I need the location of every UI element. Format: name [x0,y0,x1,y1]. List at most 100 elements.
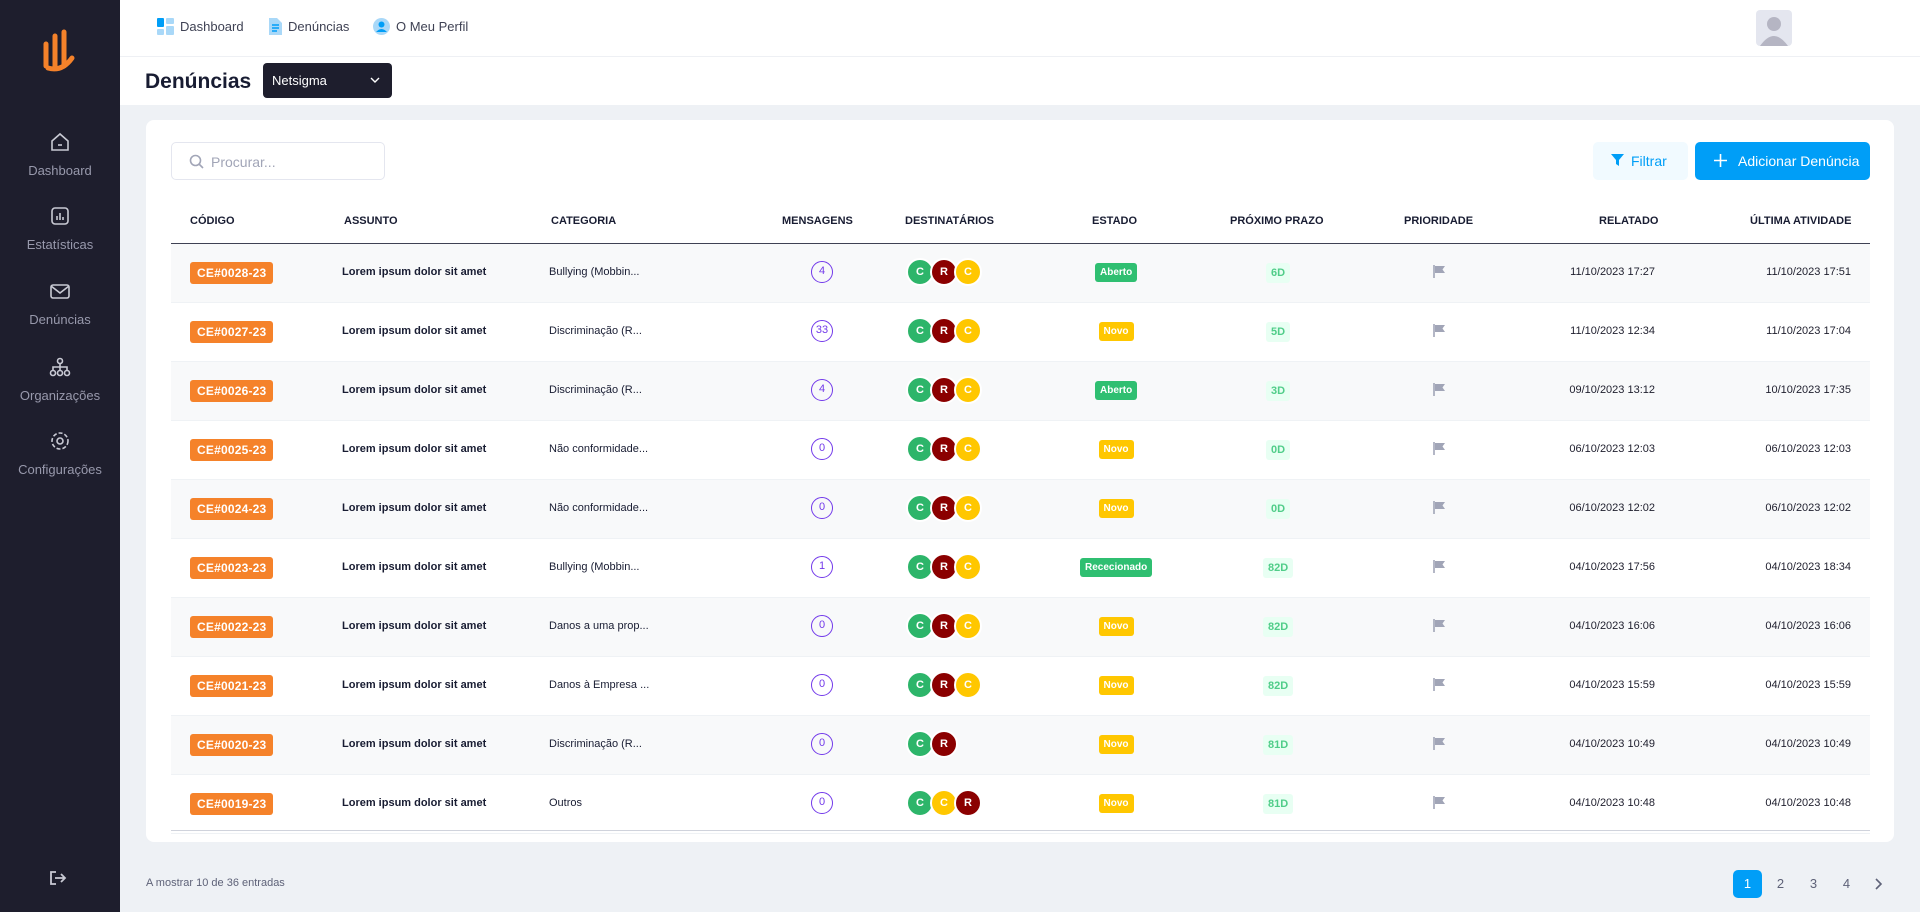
status-badge: Novo [1098,676,1134,695]
sidebar-item-dashboard[interactable]: Dashboard [0,131,120,178]
flag-icon[interactable] [1433,383,1446,401]
recipient-avatar[interactable]: C [954,258,982,286]
flag-icon[interactable] [1433,619,1446,637]
table-bottom-divider [171,830,1870,831]
pagination-page-4[interactable]: 4 [1842,876,1851,891]
recipient-avatar[interactable]: C [954,553,982,581]
report-code-badge[interactable]: CE#0021-23 [190,675,274,697]
table-row[interactable]: CE#0025-23 Lorem ipsum dolor sit amet Não … [171,421,1870,480]
filter-icon [1611,154,1624,166]
reported-date: 04/10/2023 16:06 [1569,620,1655,632]
app-logo[interactable] [40,28,80,74]
flag-icon[interactable] [1433,796,1446,814]
report-code-badge[interactable]: CE#0026-23 [190,380,274,402]
report-category: Discriminação (R... [549,738,642,750]
reported-date: 06/10/2023 12:03 [1569,443,1655,455]
recipient-avatar[interactable]: R [930,435,958,463]
table-header-divider [171,243,1870,244]
pagination-page-2[interactable]: 2 [1776,876,1785,891]
report-category: Bullying (Mobbin... [549,561,640,573]
search-input[interactable]: Procurar... [171,142,385,180]
column-header-subject[interactable]: Assunto [344,215,398,227]
pagination-page-1[interactable]: 1 [1733,870,1762,898]
message-count-badge: 0 [811,497,833,519]
logout-button[interactable] [49,870,67,891]
avatar[interactable] [1756,10,1792,46]
table-row[interactable]: CE#0024-23 Lorem ipsum dolor sit amet Não … [171,480,1870,539]
column-header-last-activity[interactable]: Última Atividade [1750,215,1852,227]
recipient-avatar[interactable]: C [906,317,934,345]
deadline-badge: 82D [1263,558,1294,578]
flag-icon[interactable] [1433,442,1446,460]
sidebar-item-reports[interactable]: Denúncias [0,280,120,327]
last-activity-date: 10/10/2023 17:35 [1765,384,1851,396]
reported-date: 09/10/2023 13:12 [1569,384,1655,396]
sidebar-item-settings[interactable]: Configurações [0,430,120,477]
recipient-avatar[interactable]: R [930,730,958,758]
sidebar-item-organizations[interactable]: Organizações [0,356,120,403]
flag-icon[interactable] [1433,678,1446,696]
message-count-badge: 1 [811,556,833,578]
table-row[interactable]: CE#0019-23 Lorem ipsum dolor sit amet Outr… [171,775,1870,834]
report-subject: Lorem ipsum dolor sit amet [342,502,487,514]
status-badge: Novo [1098,322,1134,341]
column-header-deadline[interactable]: Próximo Prazo [1230,215,1324,227]
recipient-avatar[interactable]: C [954,317,982,345]
report-category: Não conformidade... [549,502,649,514]
add-report-button[interactable]: Adicionar Denúncia [1695,142,1870,180]
topbar-link-dashboard[interactable]: Dashboard [157,18,244,35]
pagination-page-3[interactable]: 3 [1809,876,1818,891]
report-category: Danos a uma prop... [549,620,649,632]
table-row[interactable]: CE#0023-23 Lorem ipsum dolor sit amet Bull… [171,539,1870,598]
report-code-badge[interactable]: CE#0025-23 [190,439,274,461]
flag-icon[interactable] [1433,501,1446,519]
column-header-category[interactable]: Categoria [551,215,617,227]
flag-icon[interactable] [1433,265,1446,283]
table-row[interactable]: CE#0026-23 Lorem ipsum dolor sit amet Disc… [171,362,1870,421]
recipient-avatar[interactable]: R [954,789,982,817]
flag-icon[interactable] [1433,324,1446,342]
recipient-avatar[interactable]: R [930,671,958,699]
filter-button[interactable]: Filtrar [1593,142,1688,180]
sidebar-item-label: Estatísticas [26,237,94,252]
report-code-badge[interactable]: CE#0027-23 [190,321,274,343]
recipient-avatar[interactable]: C [954,612,982,640]
sidebar-item-label: Organizações [19,388,101,403]
recipient-avatar[interactable]: C [906,435,934,463]
recipient-avatar[interactable]: C [954,494,982,522]
table-row[interactable]: CE#0020-23 Lorem ipsum dolor sit amet Disc… [171,716,1870,775]
report-code-badge[interactable]: CE#0020-23 [190,734,274,756]
column-header-priority[interactable]: Prioridade [1404,215,1474,227]
column-header-reported[interactable]: Relatado [1599,215,1659,227]
organization-select[interactable]: Netsigma [263,63,392,98]
report-code-badge[interactable]: CE#0024-23 [190,498,274,520]
message-count-badge: 33 [811,320,833,342]
column-header-recipients[interactable]: Destinatários [905,215,995,227]
recipient-avatar[interactable]: C [954,671,982,699]
deadline-badge: 81D [1263,735,1294,755]
flag-icon[interactable] [1433,737,1446,755]
message-count-badge: 0 [811,615,833,637]
sidebar-item-statistics[interactable]: Estatísticas [0,205,120,252]
table-row[interactable]: CE#0028-23 Lorem ipsum dolor sit amet Bull… [171,244,1870,303]
column-header-code[interactable]: Código [190,215,235,227]
recipient-avatar[interactable]: R [930,553,958,581]
report-code-badge[interactable]: CE#0022-23 [190,616,274,638]
table-row[interactable]: CE#0027-23 Lorem ipsum dolor sit amet Disc… [171,303,1870,362]
pagination-next-button[interactable] [1875,877,1883,895]
topbar-link-profile[interactable]: O Meu Perfil [373,18,468,35]
recipient-avatar[interactable]: R [930,612,958,640]
flag-icon[interactable] [1433,560,1446,578]
report-code-badge[interactable]: CE#0019-23 [190,793,274,815]
report-code-badge[interactable]: CE#0023-23 [190,557,274,579]
deadline-badge: 6D [1266,263,1291,283]
recipient-avatar[interactable]: C [954,376,982,404]
column-header-state[interactable]: Estado [1092,215,1138,227]
column-header-messages[interactable]: Mensagens [782,215,853,227]
recipient-avatar[interactable]: C [906,553,934,581]
recipient-avatar[interactable]: C [954,435,982,463]
table-row[interactable]: CE#0022-23 Lorem ipsum dolor sit amet Dano… [171,598,1870,657]
topbar-link-reports[interactable]: Denúncias [268,18,349,35]
table-row[interactable]: CE#0021-23 Lorem ipsum dolor sit amet Dano… [171,657,1870,716]
report-code-badge[interactable]: CE#0028-23 [190,262,274,284]
